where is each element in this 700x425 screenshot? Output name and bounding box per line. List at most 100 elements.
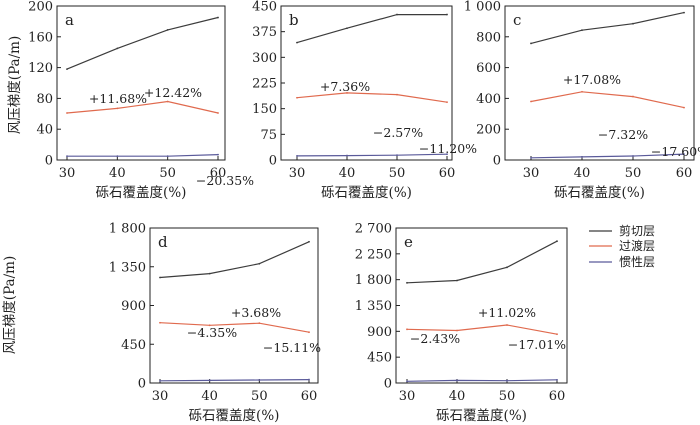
- x-tick-label: 50: [389, 166, 406, 181]
- data-point-shear: [530, 42, 532, 45]
- x-tick-label: 30: [289, 166, 306, 181]
- annotation-label: −2.57%: [373, 125, 423, 140]
- y-tick-label: 1 350: [109, 260, 146, 275]
- panel-c: 0 200 400 600 800 1 000 30 40 50 60 砾石覆盖度(%) c +17.0…: [464, 0, 700, 201]
- annotation-label: −4.35%: [187, 325, 237, 340]
- y-tick-label: 2 700: [355, 222, 392, 237]
- y-tick-label: 900: [121, 299, 146, 314]
- y-tick-label: 150: [252, 102, 277, 117]
- data-point-inertial: [406, 380, 408, 383]
- y-tick-label: 375: [252, 25, 277, 40]
- data-point-transition: [66, 112, 68, 114]
- series-line-shear: [159, 241, 310, 279]
- x-tick-label: 50: [159, 166, 176, 181]
- data-point-inertial: [581, 156, 583, 158]
- panel-e: 0 450 900 1 350 1 800 2 250 2 700 30 40 50 60 砾石覆盖度…: [355, 222, 568, 424]
- x-tick-label: 40: [449, 389, 466, 404]
- data-point-shear: [396, 13, 398, 16]
- data-point-shear: [683, 11, 685, 14]
- plot-frame: [56, 5, 226, 161]
- y-tick-label: 225: [252, 77, 277, 92]
- y-axis-label: 风压梯度(Pa/m): [7, 36, 23, 134]
- data-point-transition: [632, 95, 634, 98]
- x-tick-label: 30: [399, 389, 416, 404]
- x-tick-label: 50: [499, 389, 516, 404]
- y-axis-label: 风压梯度(Pa/m): [2, 256, 18, 354]
- data-point-transition: [159, 321, 161, 324]
- data-point-transition: [296, 96, 298, 99]
- y-tick-label: 0: [384, 377, 392, 392]
- data-point-inertial: [396, 154, 398, 157]
- data-point-transition: [556, 333, 558, 336]
- data-point-transition: [446, 101, 448, 104]
- data-point-transition: [208, 324, 211, 327]
- data-point-inertial: [159, 379, 161, 382]
- data-point-shear: [217, 16, 219, 19]
- data-point-transition: [530, 100, 532, 103]
- panel-a: 0 40 80 120 160 200 30 40 50 60 砾石覆盖度(%) 风压梯度(Pa/m)…: [7, 0, 254, 201]
- data-point-inertial: [556, 378, 558, 381]
- y-tick-label: 0: [138, 377, 146, 392]
- x-tick-label: 30: [59, 166, 76, 181]
- data-point-transition: [217, 112, 219, 114]
- x-tick-label: 60: [676, 166, 693, 181]
- annotation-label: −17.60%: [651, 144, 700, 159]
- data-point-shear: [258, 262, 261, 265]
- x-axis-label: 砾石覆盖度(%): [436, 408, 527, 424]
- annotation-label: −11.20%: [419, 141, 477, 156]
- plot-frame: [504, 5, 695, 161]
- panel-letter: d: [158, 233, 168, 251]
- data-point-inertial: [208, 379, 211, 382]
- series-line-transition: [66, 100, 219, 114]
- panel-letter: a: [65, 11, 74, 29]
- annotation-label: −20.35%: [196, 173, 254, 188]
- series-line-inertial: [67, 154, 219, 157]
- y-tick-label: 2 250: [355, 247, 392, 262]
- y-tick-label: 600: [476, 61, 501, 76]
- y-tick-label: 1 800: [355, 273, 392, 288]
- data-point-inertial: [346, 154, 348, 157]
- y-tick-label: 450: [252, 0, 277, 15]
- y-tick-label: 450: [367, 351, 392, 366]
- data-point-inertial: [166, 155, 169, 158]
- y-tick-label: 160: [28, 30, 53, 45]
- series-line-shear: [530, 12, 685, 44]
- series-line-inertial: [159, 379, 310, 382]
- data-point-transition: [683, 106, 685, 109]
- y-tick-label: 300: [252, 51, 277, 66]
- data-point-transition: [506, 324, 508, 326]
- y-tick-label: 450: [121, 338, 146, 353]
- y-tick-label: 40: [36, 123, 53, 138]
- series-line-inertial: [530, 153, 685, 159]
- y-tick-label: 0: [493, 154, 501, 169]
- series-line-shear: [406, 240, 558, 284]
- y-tick-label: 200: [476, 123, 501, 138]
- y-tick-label: 0: [45, 154, 53, 169]
- x-tick-label: 50: [625, 166, 642, 181]
- data-point-transition: [406, 328, 408, 331]
- data-point-inertial: [632, 155, 634, 157]
- data-point-inertial: [530, 156, 532, 159]
- data-point-shear: [346, 27, 348, 30]
- data-point-inertial: [456, 379, 458, 382]
- series-line-inertial: [406, 379, 558, 382]
- annotation-label: +11.68%: [89, 91, 147, 106]
- annotation-label: +7.36%: [320, 79, 370, 94]
- panel-b: 0 75 150 225 300 375 450 30 40 50 60 砾石覆盖度(%) b +7.36…: [252, 0, 477, 201]
- annotation-label: +12.42%: [144, 85, 202, 100]
- annotation-label: −15.11%: [263, 340, 321, 355]
- annotation-label: −2.43%: [410, 331, 460, 346]
- y-tick-label: 1 000: [464, 0, 501, 15]
- annotation-label: +17.08%: [563, 72, 621, 87]
- series-line-transition: [530, 91, 685, 109]
- data-point-shear: [446, 13, 448, 16]
- data-point-transition: [258, 322, 261, 325]
- y-tick-label: 75: [260, 128, 277, 143]
- annotation-label: −7.32%: [598, 127, 648, 142]
- y-tick-label: 400: [476, 92, 501, 107]
- x-tick-label: 30: [152, 389, 169, 404]
- legend-label-inertial: 惯性层: [619, 254, 655, 269]
- data-point-shear: [208, 272, 211, 275]
- data-point-transition: [346, 92, 348, 94]
- y-tick-label: 0: [269, 154, 277, 169]
